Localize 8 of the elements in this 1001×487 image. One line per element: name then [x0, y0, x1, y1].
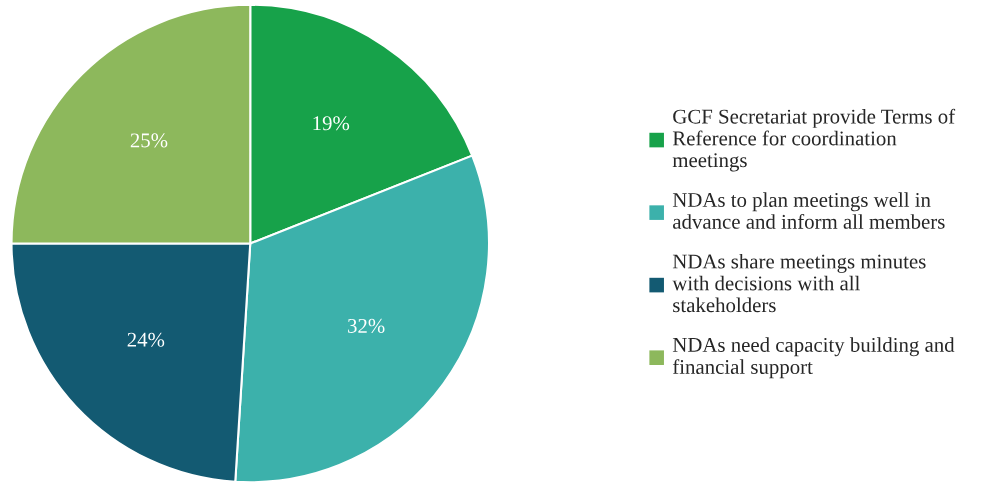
data-label: 32% — [348, 318, 385, 333]
legend-label: NDAs to plan meetings well in advance and inform all members — [672, 192, 945, 229]
legend-label: GCF Secretariat provide Terms of Reference for coordination meetings — [672, 108, 956, 172]
data-label: 19% — [313, 116, 350, 131]
legend-label: NDAs share meetings minutes with decisions with all stakeholders — [672, 253, 926, 313]
legend-label: NDAs need capacity building and financial support — [672, 337, 955, 379]
data-label: 25% — [130, 133, 168, 148]
data-label: 24% — [127, 332, 165, 347]
